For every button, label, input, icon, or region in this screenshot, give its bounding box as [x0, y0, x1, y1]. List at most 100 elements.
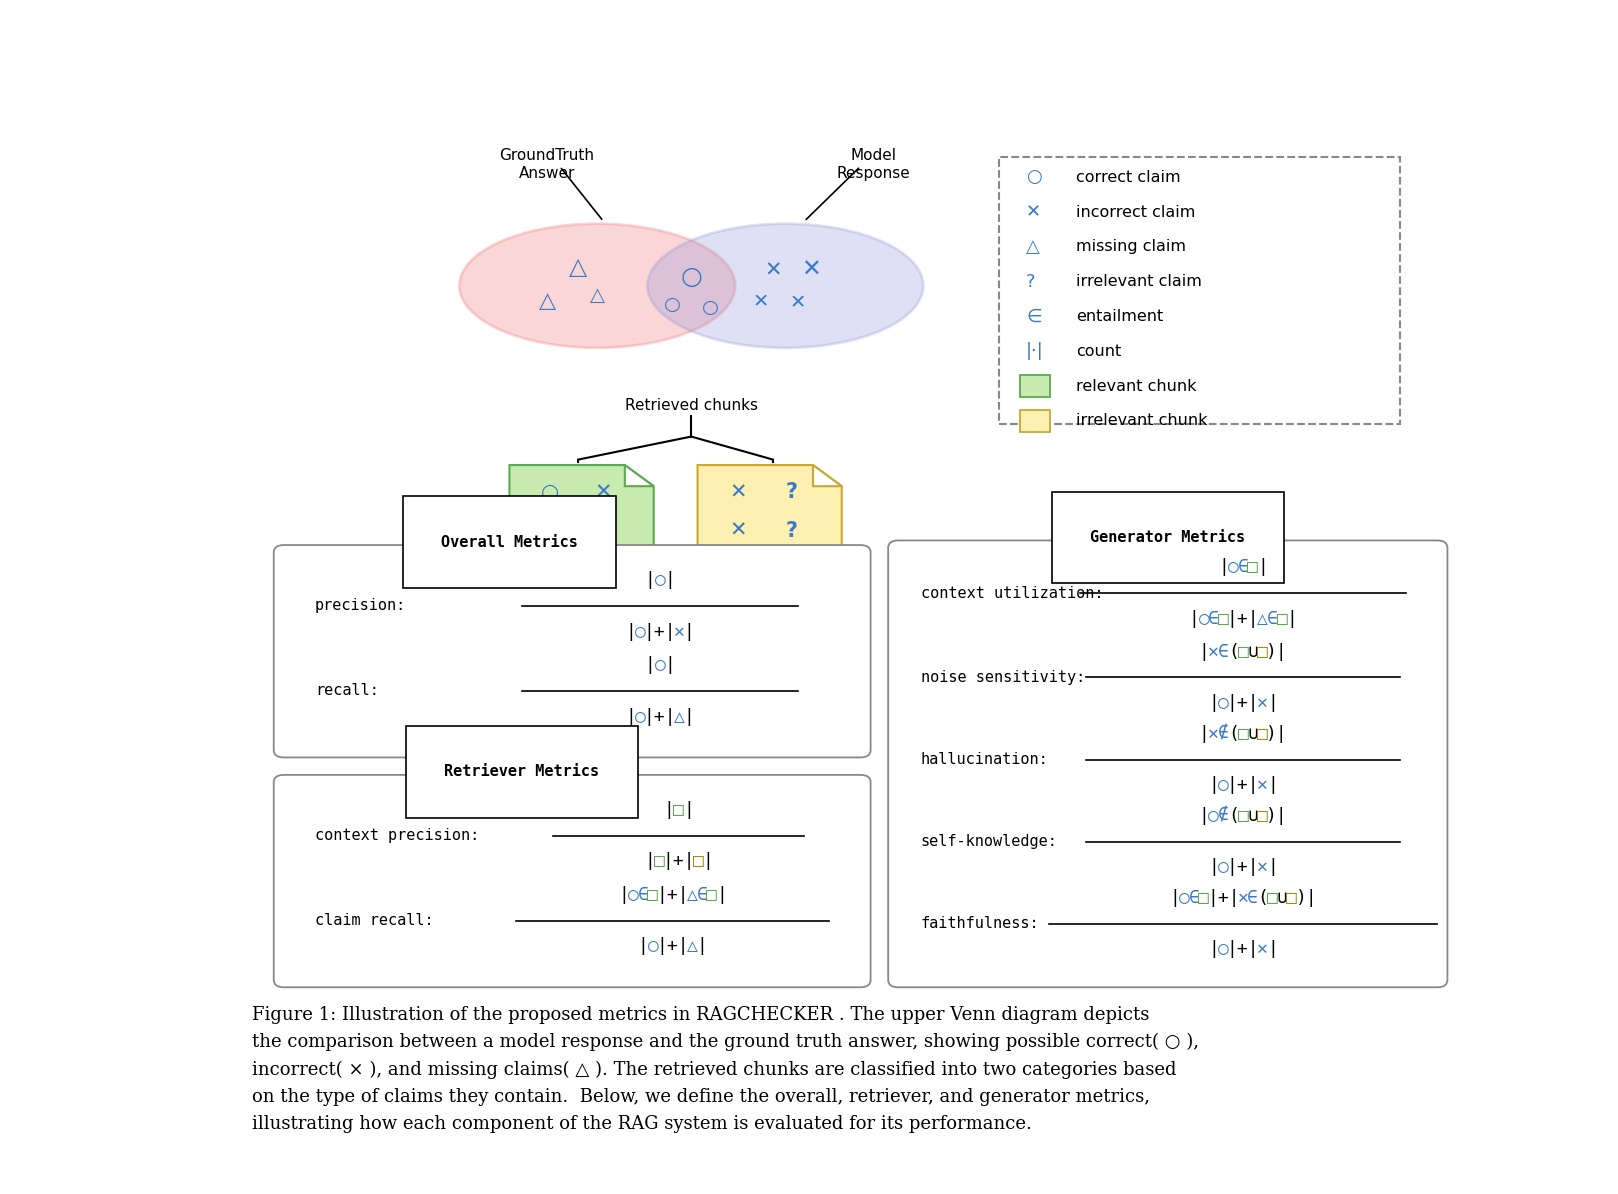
Text: |: |	[637, 937, 649, 955]
Text: claim recall:: claim recall:	[316, 913, 434, 928]
Text: |: |	[625, 622, 636, 640]
Text: |: |	[1267, 941, 1278, 959]
FancyBboxPatch shape	[998, 158, 1400, 424]
Text: |: |	[665, 571, 675, 589]
Text: context precision:: context precision:	[316, 829, 479, 843]
Text: △: △	[539, 291, 555, 312]
Text: △: △	[589, 285, 605, 304]
Text: ∈: ∈	[1026, 308, 1042, 326]
Text: )|: )|	[1267, 725, 1288, 743]
Text: ∈: ∈	[1218, 642, 1230, 660]
Text: ○: ○	[540, 482, 558, 503]
Text: ○: ○	[647, 937, 659, 955]
Text: |+|: |+|	[1226, 776, 1259, 794]
Text: |: |	[1209, 694, 1218, 712]
Text: Model
Response: Model Response	[837, 148, 909, 181]
Text: |: |	[696, 937, 707, 955]
Polygon shape	[697, 464, 841, 561]
Text: ✕: ✕	[1257, 694, 1269, 712]
Text: ✕: ✕	[1209, 642, 1218, 660]
Text: Figure 1: Illustration of the proposed metrics in RAGCHECKER . The upper Venn di: Figure 1: Illustration of the proposed m…	[252, 1005, 1199, 1133]
Text: context utilization:: context utilization:	[921, 586, 1103, 601]
Text: (: (	[1257, 890, 1269, 907]
Text: (: (	[1228, 807, 1239, 825]
Text: ∪: ∪	[1247, 807, 1259, 825]
Text: |: |	[683, 801, 694, 819]
Text: ✕: ✕	[801, 258, 820, 282]
Text: )|: )|	[1267, 642, 1288, 660]
Text: ○: ○	[634, 708, 646, 726]
Text: □: □	[1238, 642, 1249, 660]
Text: □: □	[1257, 642, 1269, 660]
Text: △: △	[686, 937, 697, 955]
FancyBboxPatch shape	[273, 544, 870, 757]
Text: |: |	[1199, 725, 1209, 743]
Text: GroundTruth
Answer: GroundTruth Answer	[500, 148, 594, 181]
Text: |+|: |+|	[1226, 610, 1259, 628]
Text: ✕: ✕	[1257, 858, 1269, 876]
Text: |: |	[1257, 559, 1269, 577]
Text: □: □	[654, 853, 665, 870]
Text: ○: ○	[1218, 858, 1230, 876]
Text: △: △	[675, 708, 684, 726]
Text: ∉: ∉	[1218, 725, 1230, 743]
Text: |+|: |+|	[657, 937, 689, 955]
Text: |+|: |+|	[1226, 694, 1259, 712]
FancyBboxPatch shape	[273, 775, 870, 987]
Text: |+|: |+|	[662, 853, 696, 870]
Polygon shape	[812, 464, 841, 486]
Text: |: |	[1286, 610, 1298, 628]
Text: |: |	[625, 708, 636, 726]
Text: □: □	[1286, 890, 1298, 907]
Text: ?: ?	[1026, 272, 1036, 290]
Text: ○: ○	[663, 295, 681, 314]
Ellipse shape	[460, 223, 735, 347]
Text: |: |	[1209, 858, 1218, 876]
Text: ∈: ∈	[1209, 610, 1218, 628]
Text: ○: ○	[655, 656, 665, 675]
Text: count: count	[1076, 344, 1121, 359]
Text: ∉: ∉	[1218, 807, 1230, 825]
Text: △: △	[1026, 238, 1040, 256]
Text: ○: ○	[1218, 941, 1230, 959]
Text: |+|: |+|	[657, 886, 689, 904]
Text: irrelevant chunk: irrelevant chunk	[1076, 413, 1207, 429]
Text: hallucination:: hallucination:	[921, 752, 1048, 767]
Text: (: (	[1228, 642, 1239, 660]
Text: ○: ○	[702, 297, 718, 316]
Text: ✕: ✕	[1026, 203, 1042, 221]
Text: ✕: ✕	[1257, 941, 1269, 959]
Text: ∪: ∪	[1277, 890, 1288, 907]
Text: |: |	[663, 801, 675, 819]
Text: incorrect claim: incorrect claim	[1076, 204, 1196, 220]
Text: □: □	[1257, 725, 1269, 743]
Text: ?: ?	[597, 521, 610, 541]
Text: Overall Metrics: Overall Metrics	[442, 535, 578, 549]
Text: |: |	[1209, 941, 1218, 959]
Polygon shape	[510, 464, 654, 561]
Text: correct claim: correct claim	[1076, 170, 1181, 185]
Text: □: □	[693, 853, 704, 870]
Text: ∪: ∪	[1247, 642, 1259, 660]
Text: ○: ○	[1218, 776, 1230, 794]
Text: □: □	[1257, 807, 1269, 825]
Text: |: |	[1209, 776, 1218, 794]
Text: |: |	[1199, 807, 1209, 825]
Text: ○: ○	[634, 622, 646, 640]
Text: recall:: recall:	[316, 683, 379, 698]
Text: ∈: ∈	[637, 886, 649, 904]
Text: □: □	[1199, 890, 1209, 907]
Text: |·|: |·|	[1026, 343, 1044, 361]
Text: noise sensitivity:: noise sensitivity:	[921, 670, 1086, 685]
Text: )|: )|	[1296, 890, 1317, 907]
FancyBboxPatch shape	[1019, 375, 1050, 398]
Text: △: △	[1257, 610, 1269, 628]
Text: ✕: ✕	[1238, 890, 1249, 907]
Text: Retrieved chunks: Retrieved chunks	[625, 398, 757, 413]
Text: irrelevant claim: irrelevant claim	[1076, 275, 1202, 289]
Text: △: △	[686, 886, 697, 904]
Ellipse shape	[647, 223, 924, 347]
Text: |: |	[1267, 776, 1278, 794]
Text: |: |	[1189, 610, 1199, 628]
Text: ○: ○	[1026, 168, 1042, 186]
